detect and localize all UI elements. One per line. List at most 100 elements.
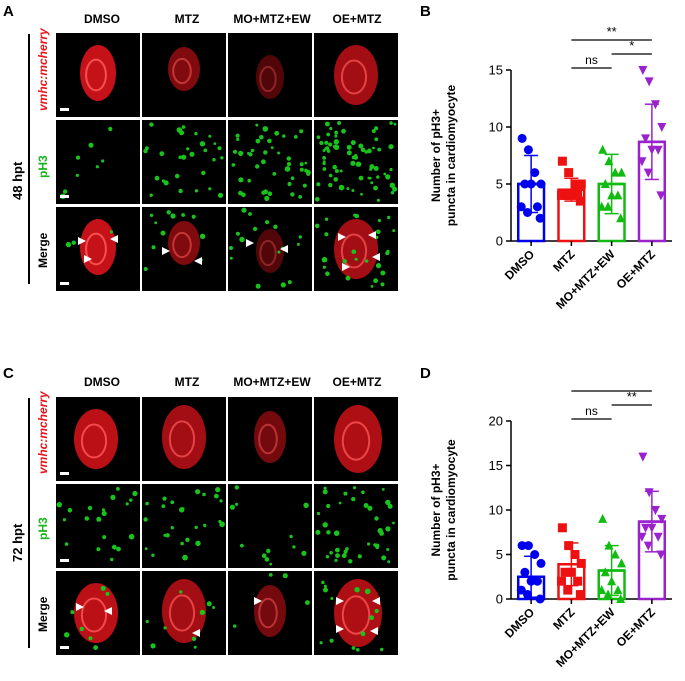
data-point	[526, 576, 536, 586]
data-point	[604, 156, 614, 166]
data-point	[657, 123, 667, 132]
data-point	[520, 567, 530, 577]
data-point	[523, 541, 533, 551]
x-tick-label: DMSO	[502, 605, 537, 640]
micrograph-tile	[56, 484, 140, 568]
data-point	[576, 558, 586, 568]
micrograph-tile	[228, 207, 312, 291]
micrograph-tile	[142, 484, 226, 568]
micrograph-tile	[56, 33, 140, 117]
micrograph-tile	[56, 571, 140, 655]
micrograph-tile	[314, 571, 398, 655]
data-point	[535, 213, 545, 223]
panel-letter-a: A	[3, 3, 14, 20]
x-tick-label: OE+MTZ	[613, 247, 658, 292]
data-point	[653, 532, 663, 542]
data-point	[556, 576, 566, 586]
data-point	[617, 558, 627, 568]
data-point	[598, 144, 608, 154]
row-label-ph3: pH3	[36, 155, 50, 178]
micrograph-tile	[142, 571, 226, 655]
data-point	[650, 100, 660, 110]
row-label-vmhc-mcherry: vmhc:mcherry	[36, 28, 50, 111]
data-point	[575, 590, 585, 600]
data-point	[638, 66, 648, 75]
data-point	[597, 585, 607, 595]
micrograph-tile	[56, 207, 140, 291]
panel-letter-c: C	[3, 365, 14, 382]
bar-chart-72hpt: 0 5 10 15 20 Number of pH3+ puncta in cardiomy…	[429, 383, 672, 670]
y-tick-label: 5	[496, 547, 503, 562]
y-tick-label: 15	[489, 63, 503, 78]
data-point	[556, 190, 566, 200]
micrograph-tile	[228, 397, 312, 481]
data-point	[607, 576, 617, 586]
row-label-vmhc-mcherry: vmhc:mcherry	[36, 391, 50, 474]
micrograph-grid-c	[56, 397, 400, 655]
data-point	[523, 590, 533, 600]
data-point	[570, 550, 580, 559]
significance-label: ns	[585, 53, 598, 67]
micrograph-tile	[142, 120, 226, 204]
data-point	[564, 168, 574, 178]
y-axis-label: puncta in cardiomyocyte	[444, 84, 458, 226]
data-point	[532, 202, 542, 212]
data-point	[530, 168, 540, 178]
data-point	[604, 540, 614, 550]
column-label-mo-mtz-ew: MO+MTZ+EW	[233, 375, 311, 389]
micrograph-tile	[314, 207, 398, 291]
data-point	[560, 567, 570, 577]
data-point	[557, 156, 567, 166]
micrograph-tile	[228, 571, 312, 655]
data-point	[516, 585, 526, 595]
data-point	[643, 541, 653, 551]
data-point	[573, 190, 583, 200]
micrograph-grid-a	[56, 33, 400, 291]
data-point	[653, 145, 663, 155]
data-point	[573, 576, 583, 586]
micrograph-tile	[228, 120, 312, 204]
column-label-oe-mtz: OE+MTZ	[332, 375, 382, 389]
data-point	[650, 506, 660, 515]
significance-label: **	[627, 389, 637, 404]
significance-label: ns	[585, 404, 598, 418]
micrograph-tile	[228, 484, 312, 568]
micrograph-tile	[56, 120, 140, 204]
y-axis-label: puncta in cardiomyocyte	[444, 439, 458, 581]
data-point	[566, 567, 576, 577]
data-point	[656, 550, 666, 560]
data-point	[656, 191, 666, 201]
micrograph-tile	[314, 120, 398, 204]
bar-chart-48hpt: 0 5 10 15 Number of pH3+ puncta in cardiomyoc…	[429, 24, 672, 312]
data-point	[616, 213, 626, 223]
data-point	[603, 589, 613, 599]
micrograph-tile	[228, 33, 312, 117]
y-axis-label: Number of pH3+	[429, 109, 443, 202]
column-label-mtz: MTZ	[174, 12, 200, 26]
micrograph-tile	[314, 397, 398, 481]
data-point	[570, 179, 580, 189]
data-point	[520, 179, 530, 189]
x-tick-label: OE+MTZ	[613, 605, 658, 650]
data-point	[610, 549, 620, 559]
micrograph-tile	[56, 397, 140, 481]
column-label-mo-mtz-ew: MO+MTZ+EW	[233, 12, 311, 26]
data-point	[536, 179, 546, 189]
micrograph-tile	[142, 397, 226, 481]
data-point	[563, 190, 573, 200]
row-label-ph3: pH3	[36, 517, 50, 540]
data-point	[637, 157, 647, 167]
data-point	[641, 523, 651, 533]
y-tick-label: 0	[496, 592, 503, 607]
micrograph-tile	[142, 33, 226, 117]
data-point	[644, 488, 654, 498]
micrograph-tile	[142, 207, 226, 291]
data-point	[644, 77, 654, 87]
y-tick-label: 10	[489, 503, 503, 518]
data-point	[523, 145, 533, 155]
significance-label: **	[607, 383, 617, 390]
data-point	[637, 532, 647, 542]
column-label-mtz: MTZ	[174, 375, 200, 389]
timepoint-bracket	[28, 34, 30, 284]
panel-letter-b: B	[420, 3, 431, 20]
